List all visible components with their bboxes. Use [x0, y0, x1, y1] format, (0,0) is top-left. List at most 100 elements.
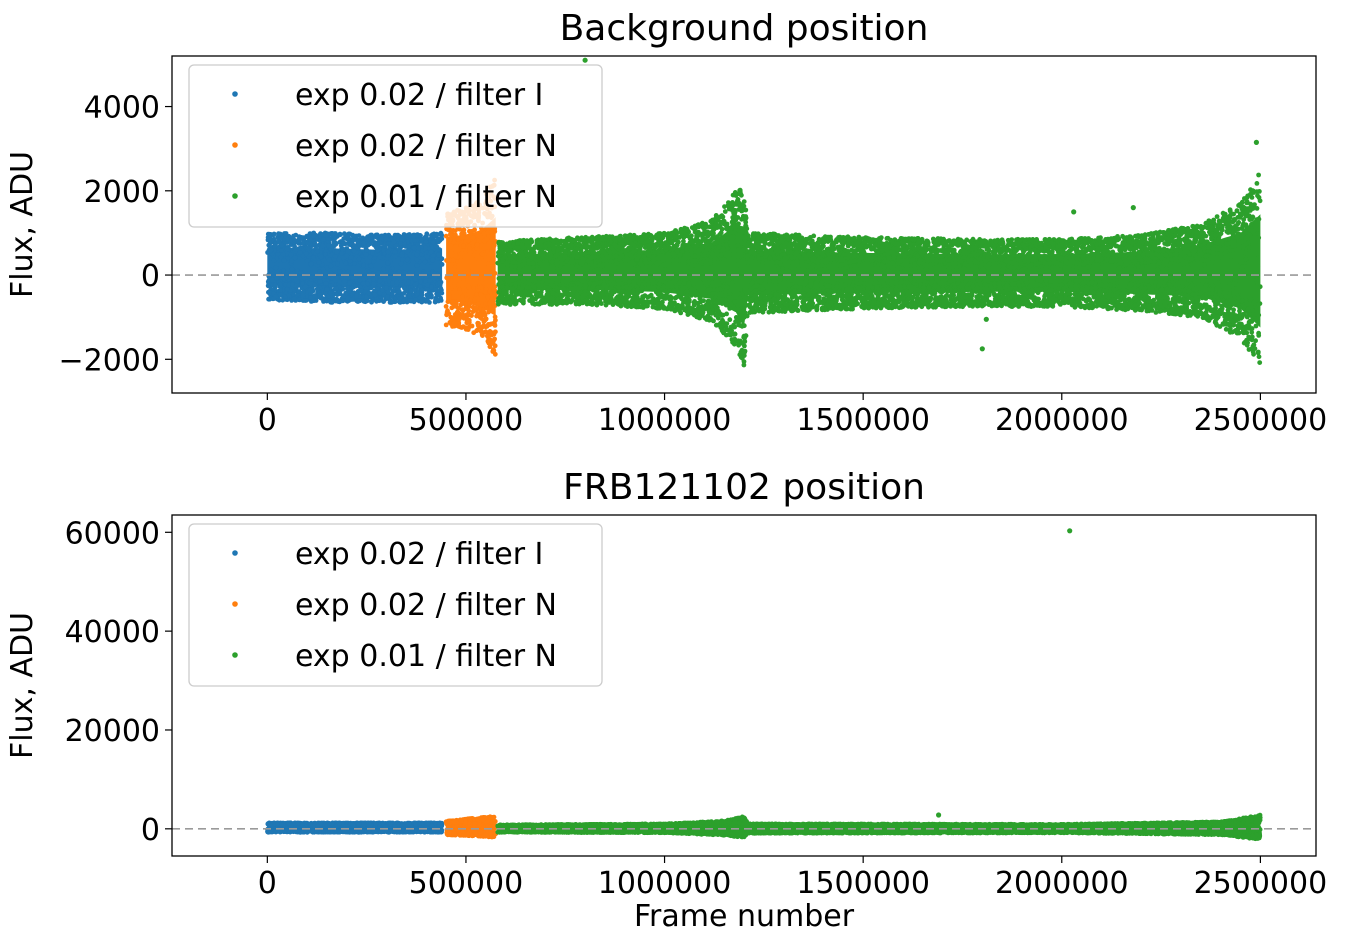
bg-series-1-point — [349, 285, 355, 291]
bg-series-1-point — [394, 279, 400, 285]
bg-series-2-point — [467, 301, 472, 306]
bg-series-2-point — [477, 306, 483, 312]
bg-series-3-point — [902, 284, 907, 290]
bg-series-3-point — [1240, 276, 1246, 281]
bg-series-1-point — [418, 298, 424, 304]
bg-series-1-point — [274, 275, 280, 281]
bg-series-3-point — [1249, 221, 1254, 227]
bg-series-1-point — [310, 298, 316, 304]
bg-series-2-point — [474, 313, 479, 319]
bg-series-1-point — [340, 293, 346, 299]
bg-series-3-point — [985, 273, 991, 279]
bg-series-2-point — [475, 301, 481, 307]
bg-series-1-point — [385, 294, 390, 300]
bg-series-1-point — [401, 291, 407, 296]
bg-series-1-point — [368, 263, 374, 269]
bg-series-1-point — [406, 279, 411, 285]
bg-series-1-point — [374, 232, 380, 238]
bg-series-1-point — [326, 243, 331, 249]
bg-series-2-point — [486, 336, 491, 341]
bg-series-2-point — [459, 250, 465, 256]
bg-series-1-point — [314, 286, 320, 292]
bg-series-2-point — [450, 290, 456, 296]
bg-series-3-point — [718, 252, 724, 258]
bg-series-2-point — [459, 231, 464, 237]
bg-series-1-point — [363, 273, 368, 279]
bg-series-1-point — [345, 249, 351, 255]
bg-series-2-point — [461, 277, 466, 283]
bg-series-2-point — [480, 333, 485, 338]
bg-series-1-point — [360, 258, 366, 264]
bg-series-1-point — [404, 249, 410, 255]
bg-series-2-point — [460, 294, 465, 299]
bg-series-3-point — [1222, 255, 1228, 260]
bg-series-1-point — [300, 292, 306, 298]
bg-series-2-point — [443, 304, 449, 309]
bg-series-1-point — [433, 287, 438, 293]
bg-series-3-point — [727, 252, 733, 257]
bg-series-2-point — [452, 253, 458, 259]
bg-series-1-point — [273, 294, 279, 299]
bg-series-1-point — [272, 243, 278, 249]
bg-series-2-point — [475, 327, 480, 333]
bg-series-1-point — [318, 254, 324, 260]
bg-series-1-point — [371, 281, 376, 287]
bg-series-3-point — [1255, 231, 1261, 237]
bg-series-3-point — [1068, 281, 1074, 287]
bg-series-1-point — [268, 247, 274, 253]
bg-series-3-point — [537, 267, 542, 273]
bg-series-1-point — [434, 244, 440, 250]
bg-series-1-point — [396, 269, 402, 275]
bg-series-2-point — [467, 246, 472, 252]
bg-series-2-point — [482, 289, 488, 295]
bg-series-1-point — [414, 232, 420, 238]
bg-series-3-point — [697, 276, 702, 282]
bg-series-1-point — [349, 297, 355, 302]
bg-series-1-point — [338, 232, 343, 238]
bg-series-1-point — [272, 282, 278, 288]
bg-series-1-point — [357, 242, 362, 248]
bg-series-2-point — [461, 243, 466, 249]
bg-series-1-point — [390, 291, 395, 297]
bg-series-1-point — [361, 240, 366, 246]
bg-series-1-point — [308, 294, 313, 300]
bg-series-2-point — [469, 229, 475, 234]
bg-series-1-point — [397, 296, 403, 302]
bg-series-1-point — [289, 258, 294, 264]
bg-series-1-point — [328, 290, 333, 296]
bg-series-3-point — [692, 263, 698, 268]
bg-series-1-point — [362, 289, 368, 294]
bg-series-1-point — [429, 284, 434, 290]
bg-series-2-point — [467, 312, 473, 318]
bg-series-1-point — [410, 234, 416, 239]
bg-series-1-point — [323, 281, 329, 286]
bg-series-1-point — [373, 241, 378, 247]
bg-series-1-point — [350, 237, 356, 243]
bg-series-2-point — [448, 231, 453, 237]
bg-series-2-point — [454, 272, 459, 278]
bg-series-1-point — [395, 232, 401, 238]
bg-series-1-point — [437, 280, 442, 286]
bg-series-2-point — [471, 252, 477, 258]
bg-series-1-point — [357, 284, 363, 290]
bg-series-1-point — [324, 287, 330, 292]
bg-series-1-point — [351, 233, 357, 239]
bg-series-1-point — [311, 255, 316, 260]
bg-series-1-point — [345, 295, 351, 301]
bg-series-2-point — [486, 274, 492, 280]
bg-series-1-point — [281, 258, 287, 263]
bg-series-2-point — [478, 292, 484, 298]
bg-series-2-point — [457, 226, 462, 232]
bg-series-2-point — [478, 329, 484, 334]
bg-series-3-point — [1199, 266, 1205, 272]
bg-series-3-point — [786, 263, 792, 269]
bg-series-1-point — [322, 298, 328, 303]
bg-series-1-point — [417, 284, 423, 289]
bg-series-1-point — [380, 266, 386, 272]
bg-series-1-point — [278, 248, 284, 253]
bg-series-3-point — [912, 266, 918, 272]
bg-series-2-point — [482, 280, 488, 286]
bg-series-1-point — [302, 298, 308, 303]
bg-series-1-point — [424, 298, 430, 304]
bg-series-1-point — [340, 298, 346, 304]
